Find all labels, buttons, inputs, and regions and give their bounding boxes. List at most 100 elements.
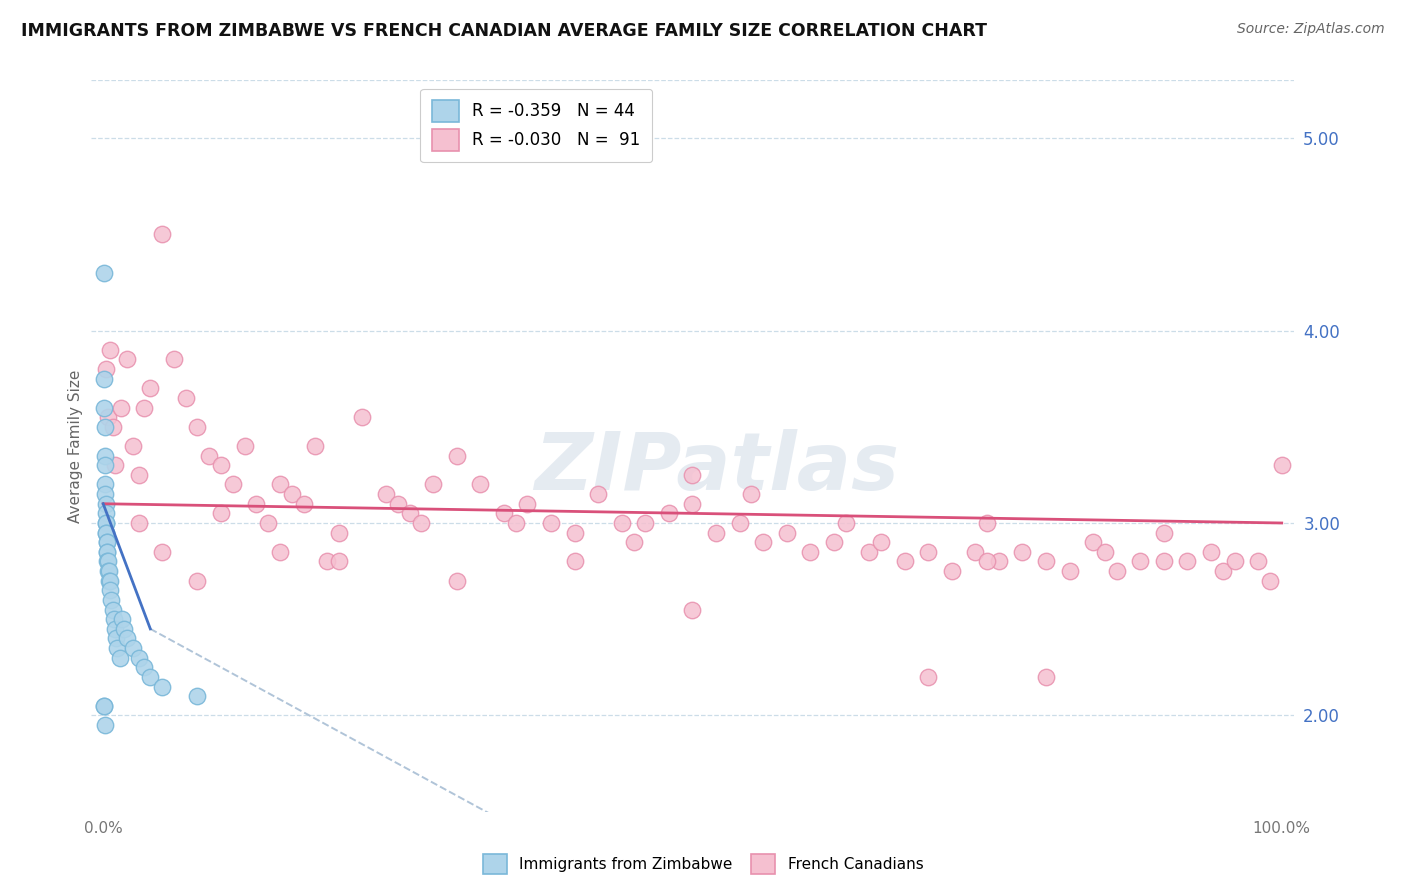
Point xyxy=(658,507,681,521)
Point xyxy=(245,497,267,511)
Point xyxy=(186,419,208,434)
Point xyxy=(976,554,998,568)
Point xyxy=(564,525,586,540)
Point xyxy=(1153,525,1175,540)
Point xyxy=(121,439,143,453)
Point xyxy=(134,660,156,674)
Point xyxy=(94,362,117,376)
Point xyxy=(411,516,433,530)
Point xyxy=(105,641,128,656)
Point xyxy=(1011,545,1033,559)
Point xyxy=(623,535,645,549)
Point xyxy=(1258,574,1281,588)
Point xyxy=(101,419,124,434)
Point xyxy=(150,227,173,242)
Point xyxy=(128,467,150,482)
Point xyxy=(94,507,117,521)
Point xyxy=(93,266,115,280)
Point xyxy=(93,698,115,713)
Point xyxy=(96,535,118,549)
Point xyxy=(446,449,468,463)
Point xyxy=(422,477,444,491)
Point xyxy=(98,583,121,598)
Point xyxy=(1271,458,1294,473)
Y-axis label: Average Family Size: Average Family Size xyxy=(67,369,83,523)
Point xyxy=(492,507,515,521)
Point xyxy=(540,516,562,530)
Point xyxy=(257,516,280,530)
Point xyxy=(634,516,657,530)
Point xyxy=(186,690,208,704)
Point xyxy=(97,410,120,425)
Point xyxy=(823,535,845,549)
Point xyxy=(94,516,117,530)
Point xyxy=(728,516,751,530)
Point xyxy=(292,497,315,511)
Point xyxy=(96,525,118,540)
Point xyxy=(1035,670,1057,684)
Legend: Immigrants from Zimbabwe, French Canadians: Immigrants from Zimbabwe, French Canadia… xyxy=(477,848,929,880)
Point xyxy=(209,507,232,521)
Point xyxy=(1153,554,1175,568)
Point xyxy=(269,477,291,491)
Point xyxy=(96,535,118,549)
Point xyxy=(209,458,232,473)
Point xyxy=(328,525,350,540)
Point xyxy=(917,545,939,559)
Point xyxy=(134,401,156,415)
Point xyxy=(128,650,150,665)
Point xyxy=(111,612,134,626)
Point xyxy=(1035,554,1057,568)
Point xyxy=(328,554,350,568)
Point xyxy=(93,371,115,385)
Point xyxy=(98,564,121,578)
Point xyxy=(94,718,117,732)
Point xyxy=(150,545,173,559)
Point xyxy=(1177,554,1199,568)
Point xyxy=(105,632,128,646)
Point xyxy=(1105,564,1128,578)
Point xyxy=(97,564,120,578)
Point xyxy=(704,525,727,540)
Point xyxy=(186,574,208,588)
Point xyxy=(150,680,173,694)
Point xyxy=(93,698,115,713)
Point xyxy=(1247,554,1270,568)
Point xyxy=(304,439,326,453)
Point xyxy=(834,516,856,530)
Point xyxy=(93,449,115,463)
Point xyxy=(98,343,121,357)
Point xyxy=(1223,554,1246,568)
Point xyxy=(163,352,186,367)
Point xyxy=(98,574,121,588)
Point xyxy=(96,545,118,559)
Point xyxy=(222,477,245,491)
Point xyxy=(1129,554,1152,568)
Point xyxy=(446,574,468,588)
Point xyxy=(610,516,633,530)
Point xyxy=(115,632,138,646)
Point xyxy=(93,419,115,434)
Point xyxy=(115,352,138,367)
Point xyxy=(174,391,197,405)
Point xyxy=(941,564,963,578)
Point xyxy=(96,554,118,568)
Point xyxy=(1081,535,1104,549)
Point xyxy=(870,535,893,549)
Point xyxy=(94,525,117,540)
Point xyxy=(398,507,420,521)
Point xyxy=(269,545,291,559)
Point xyxy=(108,650,131,665)
Point xyxy=(965,545,987,559)
Point xyxy=(100,593,122,607)
Point xyxy=(112,622,135,636)
Point xyxy=(121,641,143,656)
Point xyxy=(375,487,398,501)
Point xyxy=(96,545,118,559)
Point xyxy=(564,554,586,568)
Point xyxy=(94,516,117,530)
Point xyxy=(681,467,703,482)
Point xyxy=(352,410,374,425)
Point xyxy=(103,612,125,626)
Text: ZIPatlas: ZIPatlas xyxy=(534,429,898,507)
